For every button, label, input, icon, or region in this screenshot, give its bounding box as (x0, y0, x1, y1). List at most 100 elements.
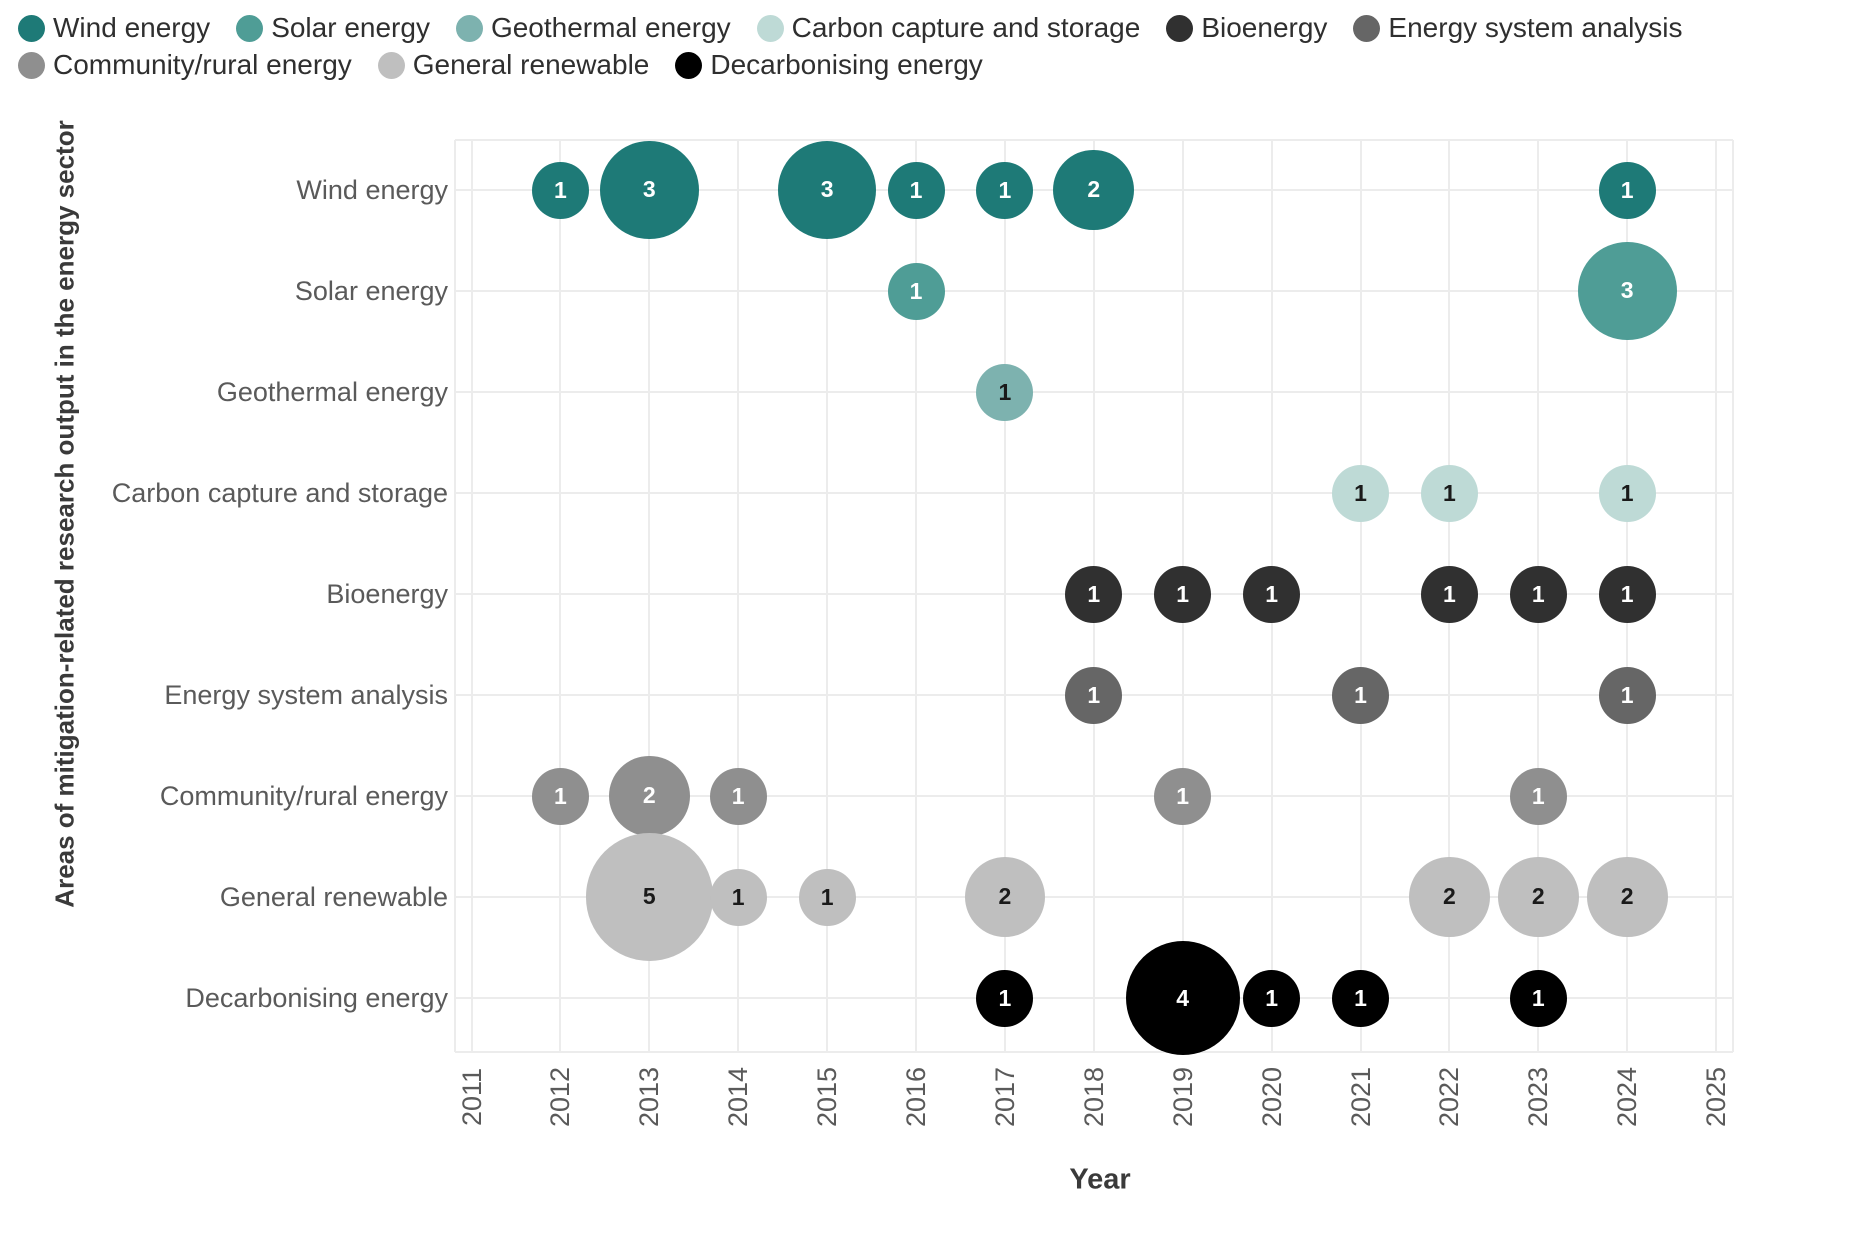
bubble-value-label: 1 (1354, 984, 1367, 1011)
y-tick-label: Solar energy (294, 276, 448, 306)
legend-row: Community/rural energy General renewable D… (18, 49, 1683, 81)
bubble-value-label: 1 (1087, 580, 1101, 607)
plot-frame-line (1732, 140, 1734, 1052)
bubble-value-label: 1 (1265, 580, 1278, 607)
bubble: 1 (1154, 767, 1212, 825)
legend-swatch-icon (1353, 14, 1381, 42)
bubble-value-label: 2 (1443, 883, 1456, 910)
legend-label: Energy system analysis (1388, 12, 1683, 43)
bubble-value-label: 2 (1531, 883, 1545, 910)
bubble-value-label: 1 (1620, 681, 1634, 708)
bubble: 1 (976, 363, 1034, 421)
gridline-vertical (915, 140, 917, 1052)
bubble-value-label: 1 (909, 277, 923, 304)
bubble: 1 (1598, 565, 1656, 623)
bubble: 1 (1420, 464, 1478, 522)
bubble: 1 (1332, 969, 1389, 1027)
bubble: 1 (709, 767, 767, 825)
bubble: 5 (585, 833, 714, 961)
bubble: 1 (887, 161, 945, 219)
bubble: 1 (1598, 464, 1656, 522)
plot-frame-line (454, 140, 456, 1052)
bubble-value-label: 1 (1531, 782, 1545, 809)
bubble-value-label: 1 (1620, 479, 1634, 506)
x-tick-label: 2017 (989, 1066, 1020, 1128)
x-tick-label: 2019 (1167, 1066, 1198, 1128)
bubble: 1 (887, 262, 945, 320)
legend-label: Wind energy (53, 12, 211, 43)
y-tick-label: General renewable (219, 882, 448, 912)
bubble-value-label: 1 (820, 883, 834, 910)
legend-label: Geothermal energy (490, 12, 731, 43)
x-tick-label: 2015 (812, 1066, 843, 1128)
gridline-vertical (559, 140, 562, 1052)
bubble: 1 (1509, 767, 1567, 825)
bubble-value-label: 1 (1620, 176, 1634, 203)
bubble: 3 (777, 140, 877, 240)
bubble: 1 (1420, 565, 1478, 623)
legend-item: Energy system analysis (1353, 12, 1683, 44)
bubble-value-label: 1 (553, 782, 567, 809)
legend-label: Solar energy (271, 12, 430, 43)
legend-item: Decarbonising energy (675, 49, 983, 81)
gridline-vertical (1359, 140, 1362, 1052)
bubble-value-label: 1 (1176, 580, 1190, 607)
bubble-value-label: 2 (1620, 883, 1634, 910)
x-axis-title: Year (1069, 1163, 1131, 1196)
legend-item: Bioenergy (1166, 12, 1327, 44)
bubble: 1 (976, 969, 1034, 1027)
bubble-value-label: 2 (1087, 176, 1101, 203)
bubble-value-label: 1 (731, 782, 745, 809)
bubble: 1 (1509, 565, 1567, 623)
y-tick-label: Energy system analysis (164, 680, 448, 710)
bubble-value-label: 1 (1176, 782, 1190, 809)
bubble: 1 (1598, 161, 1656, 219)
legend-swatch-icon (756, 14, 784, 42)
bubble-value-label: 1 (1620, 580, 1634, 607)
bubble-value-label: 2 (642, 782, 656, 809)
legend-swatch-icon (18, 51, 45, 79)
x-tick-label: 2011 (456, 1067, 487, 1127)
bubble: 4 (1125, 941, 1240, 1055)
bubble-value-label: 1 (1442, 479, 1456, 506)
bubble: 2 (1053, 149, 1135, 231)
legend-item: General renewable (377, 49, 650, 81)
x-tick-label: 2018 (1078, 1066, 1109, 1128)
bubble: 1 (531, 767, 589, 825)
bubble: 1 (1332, 464, 1389, 522)
legend-item: Community/rural energy (18, 49, 352, 81)
bubble: 2 (608, 755, 690, 837)
bubble-value-label: 3 (642, 176, 656, 203)
bubble-value-label: 1 (731, 883, 745, 910)
bubble: 1 (1065, 565, 1123, 623)
y-tick-label: Community/rural energy (159, 781, 448, 811)
bubble: 1 (798, 868, 856, 926)
x-tick-label: 2014 (723, 1066, 754, 1128)
bubble-value-label: 1 (1354, 681, 1367, 708)
x-tick-label: 2021 (1345, 1066, 1376, 1128)
x-tick-label: 2016 (901, 1066, 931, 1128)
bubble: 2 (1586, 856, 1668, 938)
x-tick-label: 2025 (1701, 1066, 1732, 1128)
bubble: 1 (976, 161, 1034, 219)
legend-swatch-icon (18, 14, 45, 42)
bubble: 1 (1065, 666, 1123, 724)
bubble-value-label: 2 (998, 883, 1012, 910)
legend-item: Geothermal energy (455, 12, 731, 44)
bubble: 2 (964, 856, 1046, 938)
legend-label: Decarbonising energy (710, 49, 983, 80)
bubble-value-label: 3 (1620, 277, 1634, 304)
legend-swatch-icon (1166, 14, 1194, 42)
bubble-value-label: 1 (909, 176, 923, 203)
bubble: 2 (1409, 856, 1490, 938)
y-tick-label: Carbon capture and storage (111, 478, 448, 508)
legend-item: Solar energy (236, 12, 430, 44)
legend-swatch-icon (675, 51, 703, 79)
y-tick-label: Bioenergy (326, 579, 448, 609)
bubble: 1 (1243, 969, 1301, 1027)
bubble-value-label: 1 (1531, 984, 1545, 1011)
legend-label: General renewable (412, 49, 650, 80)
bubble: 3 (599, 140, 699, 240)
legend-swatch-icon (236, 14, 264, 42)
legend-item: Wind energy (18, 12, 210, 44)
